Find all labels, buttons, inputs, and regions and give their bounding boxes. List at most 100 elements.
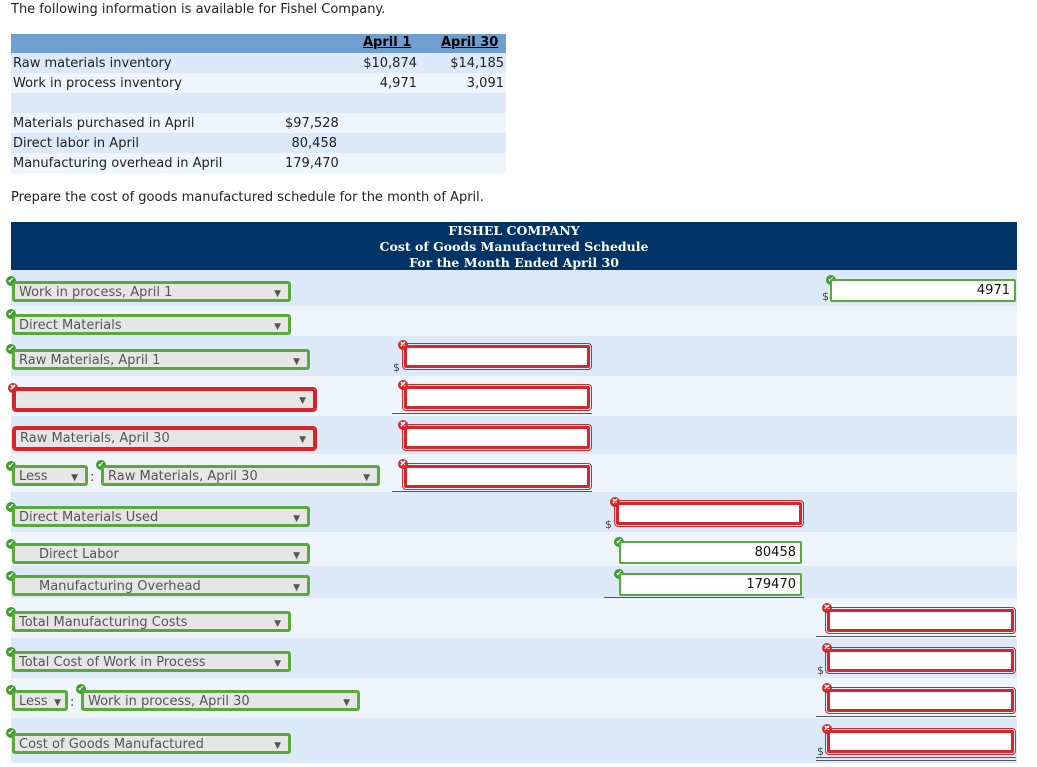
direct-materials-used-amount[interactable] xyxy=(614,500,804,527)
raw-materials-april1-select[interactable]: Raw Materials, April 1 ▼ xyxy=(12,349,310,370)
dollar-sign: $ xyxy=(822,290,829,303)
select-value: Total Manufacturing Costs xyxy=(19,615,188,630)
less-select-2[interactable]: Less ▼ xyxy=(12,690,68,711)
wrong-cross-icon: ✖ xyxy=(398,420,408,430)
chevron-down-icon: ▼ xyxy=(293,357,300,367)
manufacturing-overhead-amount[interactable]: 179470 xyxy=(619,573,802,596)
correct-check-icon: ✔ xyxy=(6,647,16,657)
chevron-down-icon: ▼ xyxy=(71,473,78,483)
double-underline-bottom xyxy=(816,760,1016,761)
info-row: Raw materials inventory $10,874 $14,185 xyxy=(11,53,506,73)
wrong-cross-icon: ✖ xyxy=(398,380,408,390)
wrong-cross-icon: ✖ xyxy=(822,643,832,653)
wrong-cross-icon: ✖ xyxy=(822,683,832,693)
wip-april30-amount[interactable] xyxy=(825,687,1016,714)
less-select[interactable]: Less ▼ xyxy=(12,465,88,486)
chevron-down-icon: ▼ xyxy=(293,583,300,593)
raw-materials-april30-amount[interactable] xyxy=(402,424,592,451)
select-value: Raw Materials, April 1 xyxy=(19,353,161,368)
wrong-cross-icon: ✖ xyxy=(398,459,408,469)
total-manufacturing-costs-amount[interactable] xyxy=(825,607,1016,634)
dollar-sign: $ xyxy=(393,361,400,374)
select-value: Work in process, April 30 xyxy=(88,694,250,709)
instructions: Prepare the cost of goods manufactured s… xyxy=(11,190,484,205)
direct-materials-select[interactable]: Direct Materials ▼ xyxy=(12,314,291,335)
select-value: Less xyxy=(19,694,48,709)
chevron-down-icon: ▼ xyxy=(274,289,281,299)
info-row: Materials purchased in April $97,528 xyxy=(11,113,506,133)
select-value: Work in process, April 1 xyxy=(19,285,173,300)
correct-check-icon: ✔ xyxy=(6,728,16,738)
select-value: Less xyxy=(19,469,48,484)
correct-check-icon: ✔ xyxy=(76,684,86,694)
select-value: Direct Labor xyxy=(39,547,119,562)
correct-check-icon: ✔ xyxy=(6,539,16,549)
wrong-cross-icon: ✖ xyxy=(822,603,832,613)
info-value: $10,874 xyxy=(363,56,417,71)
less-raw-materials-amount[interactable] xyxy=(402,463,592,490)
correct-check-icon: ✔ xyxy=(6,685,16,695)
chevron-down-icon: ▼ xyxy=(293,514,300,524)
dollar-sign: $ xyxy=(605,518,612,531)
chevron-down-icon: ▼ xyxy=(299,435,306,445)
chevron-down-icon: ▼ xyxy=(54,698,61,708)
direct-labor-amount[interactable]: 80458 xyxy=(619,541,802,564)
correct-check-icon: ✔ xyxy=(6,607,16,617)
info-table: April 1 April 30 Raw materials inventory… xyxy=(11,34,506,173)
chevron-down-icon: ▼ xyxy=(274,659,281,669)
info-row: Work in process inventory 4,971 3,091 xyxy=(11,73,506,93)
col-april-1: April 1 xyxy=(363,35,412,50)
wip-april1-amount[interactable]: 4971 xyxy=(830,279,1016,302)
info-value: 3,091 xyxy=(466,76,504,91)
cogm-select[interactable]: Cost of Goods Manufactured ▼ xyxy=(12,733,291,754)
schedule-title: Cost of Goods Manufactured Schedule xyxy=(379,239,649,254)
info-value: 80,458 xyxy=(291,136,338,151)
blank-select[interactable]: ▼ xyxy=(12,387,317,412)
wip-april30-select[interactable]: Work in process, April 30 ▼ xyxy=(81,690,360,711)
underline xyxy=(392,491,592,492)
info-label: Work in process inventory xyxy=(13,76,182,91)
info-label: Manufacturing overhead in April xyxy=(13,156,223,171)
correct-check-icon: ✔ xyxy=(6,309,16,319)
select-value: Raw Materials, April 30 xyxy=(108,469,258,484)
direct-materials-used-select[interactable]: Direct Materials Used ▼ xyxy=(12,506,310,527)
underline xyxy=(604,597,804,598)
correct-check-icon: ✔ xyxy=(6,276,16,286)
raw-materials-april30-select[interactable]: Raw Materials, April 30 ▼ xyxy=(12,426,317,451)
colon-separator: : xyxy=(90,470,95,485)
schedule-header: FISHEL COMPANY Cost of Goods Manufacture… xyxy=(11,222,1017,270)
select-value: Raw Materials, April 30 xyxy=(20,431,170,446)
chevron-down-icon: ▼ xyxy=(299,396,306,406)
less-raw-materials-april30-select[interactable]: Raw Materials, April 30 ▼ xyxy=(101,465,380,486)
info-header: April 1 April 30 xyxy=(11,34,506,53)
manufacturing-overhead-select[interactable]: Manufacturing Overhead ▼ xyxy=(12,575,310,596)
dollar-sign: $ xyxy=(817,664,824,677)
select-value: Manufacturing Overhead xyxy=(39,579,201,594)
total-manufacturing-costs-select[interactable]: Total Manufacturing Costs ▼ xyxy=(12,611,291,632)
underline xyxy=(392,413,592,414)
select-value: Direct Materials xyxy=(19,318,122,333)
select-value: Direct Materials Used xyxy=(19,510,159,525)
underline xyxy=(816,716,1016,717)
direct-labor-select[interactable]: Direct Labor ▼ xyxy=(12,543,310,564)
chevron-down-icon: ▼ xyxy=(293,551,300,561)
select-value: Cost of Goods Manufactured xyxy=(19,737,204,752)
correct-check-icon: ✔ xyxy=(6,344,16,354)
info-row: Manufacturing overhead in April 179,470 xyxy=(11,153,506,173)
colon-separator: : xyxy=(70,695,75,710)
info-label: Raw materials inventory xyxy=(13,56,172,71)
wip-april1-select[interactable]: Work in process, April 1 ▼ xyxy=(12,281,291,302)
info-row: Direct labor in April 80,458 xyxy=(11,133,506,153)
raw-materials-april1-amount[interactable] xyxy=(402,343,592,370)
correct-check-icon: ✔ xyxy=(6,461,16,471)
info-value: 179,470 xyxy=(285,156,339,171)
info-label: Direct labor in April xyxy=(13,136,140,151)
chevron-down-icon: ▼ xyxy=(274,741,281,751)
wrong-cross-icon: ✖ xyxy=(398,340,408,350)
blank-amount[interactable] xyxy=(402,384,592,411)
total-cost-wip-select[interactable]: Total Cost of Work in Process ▼ xyxy=(12,651,291,672)
total-cost-wip-amount[interactable] xyxy=(825,647,1016,674)
chevron-down-icon: ▼ xyxy=(343,698,350,708)
info-value: $97,528 xyxy=(285,116,339,131)
cogm-amount[interactable] xyxy=(825,728,1016,755)
